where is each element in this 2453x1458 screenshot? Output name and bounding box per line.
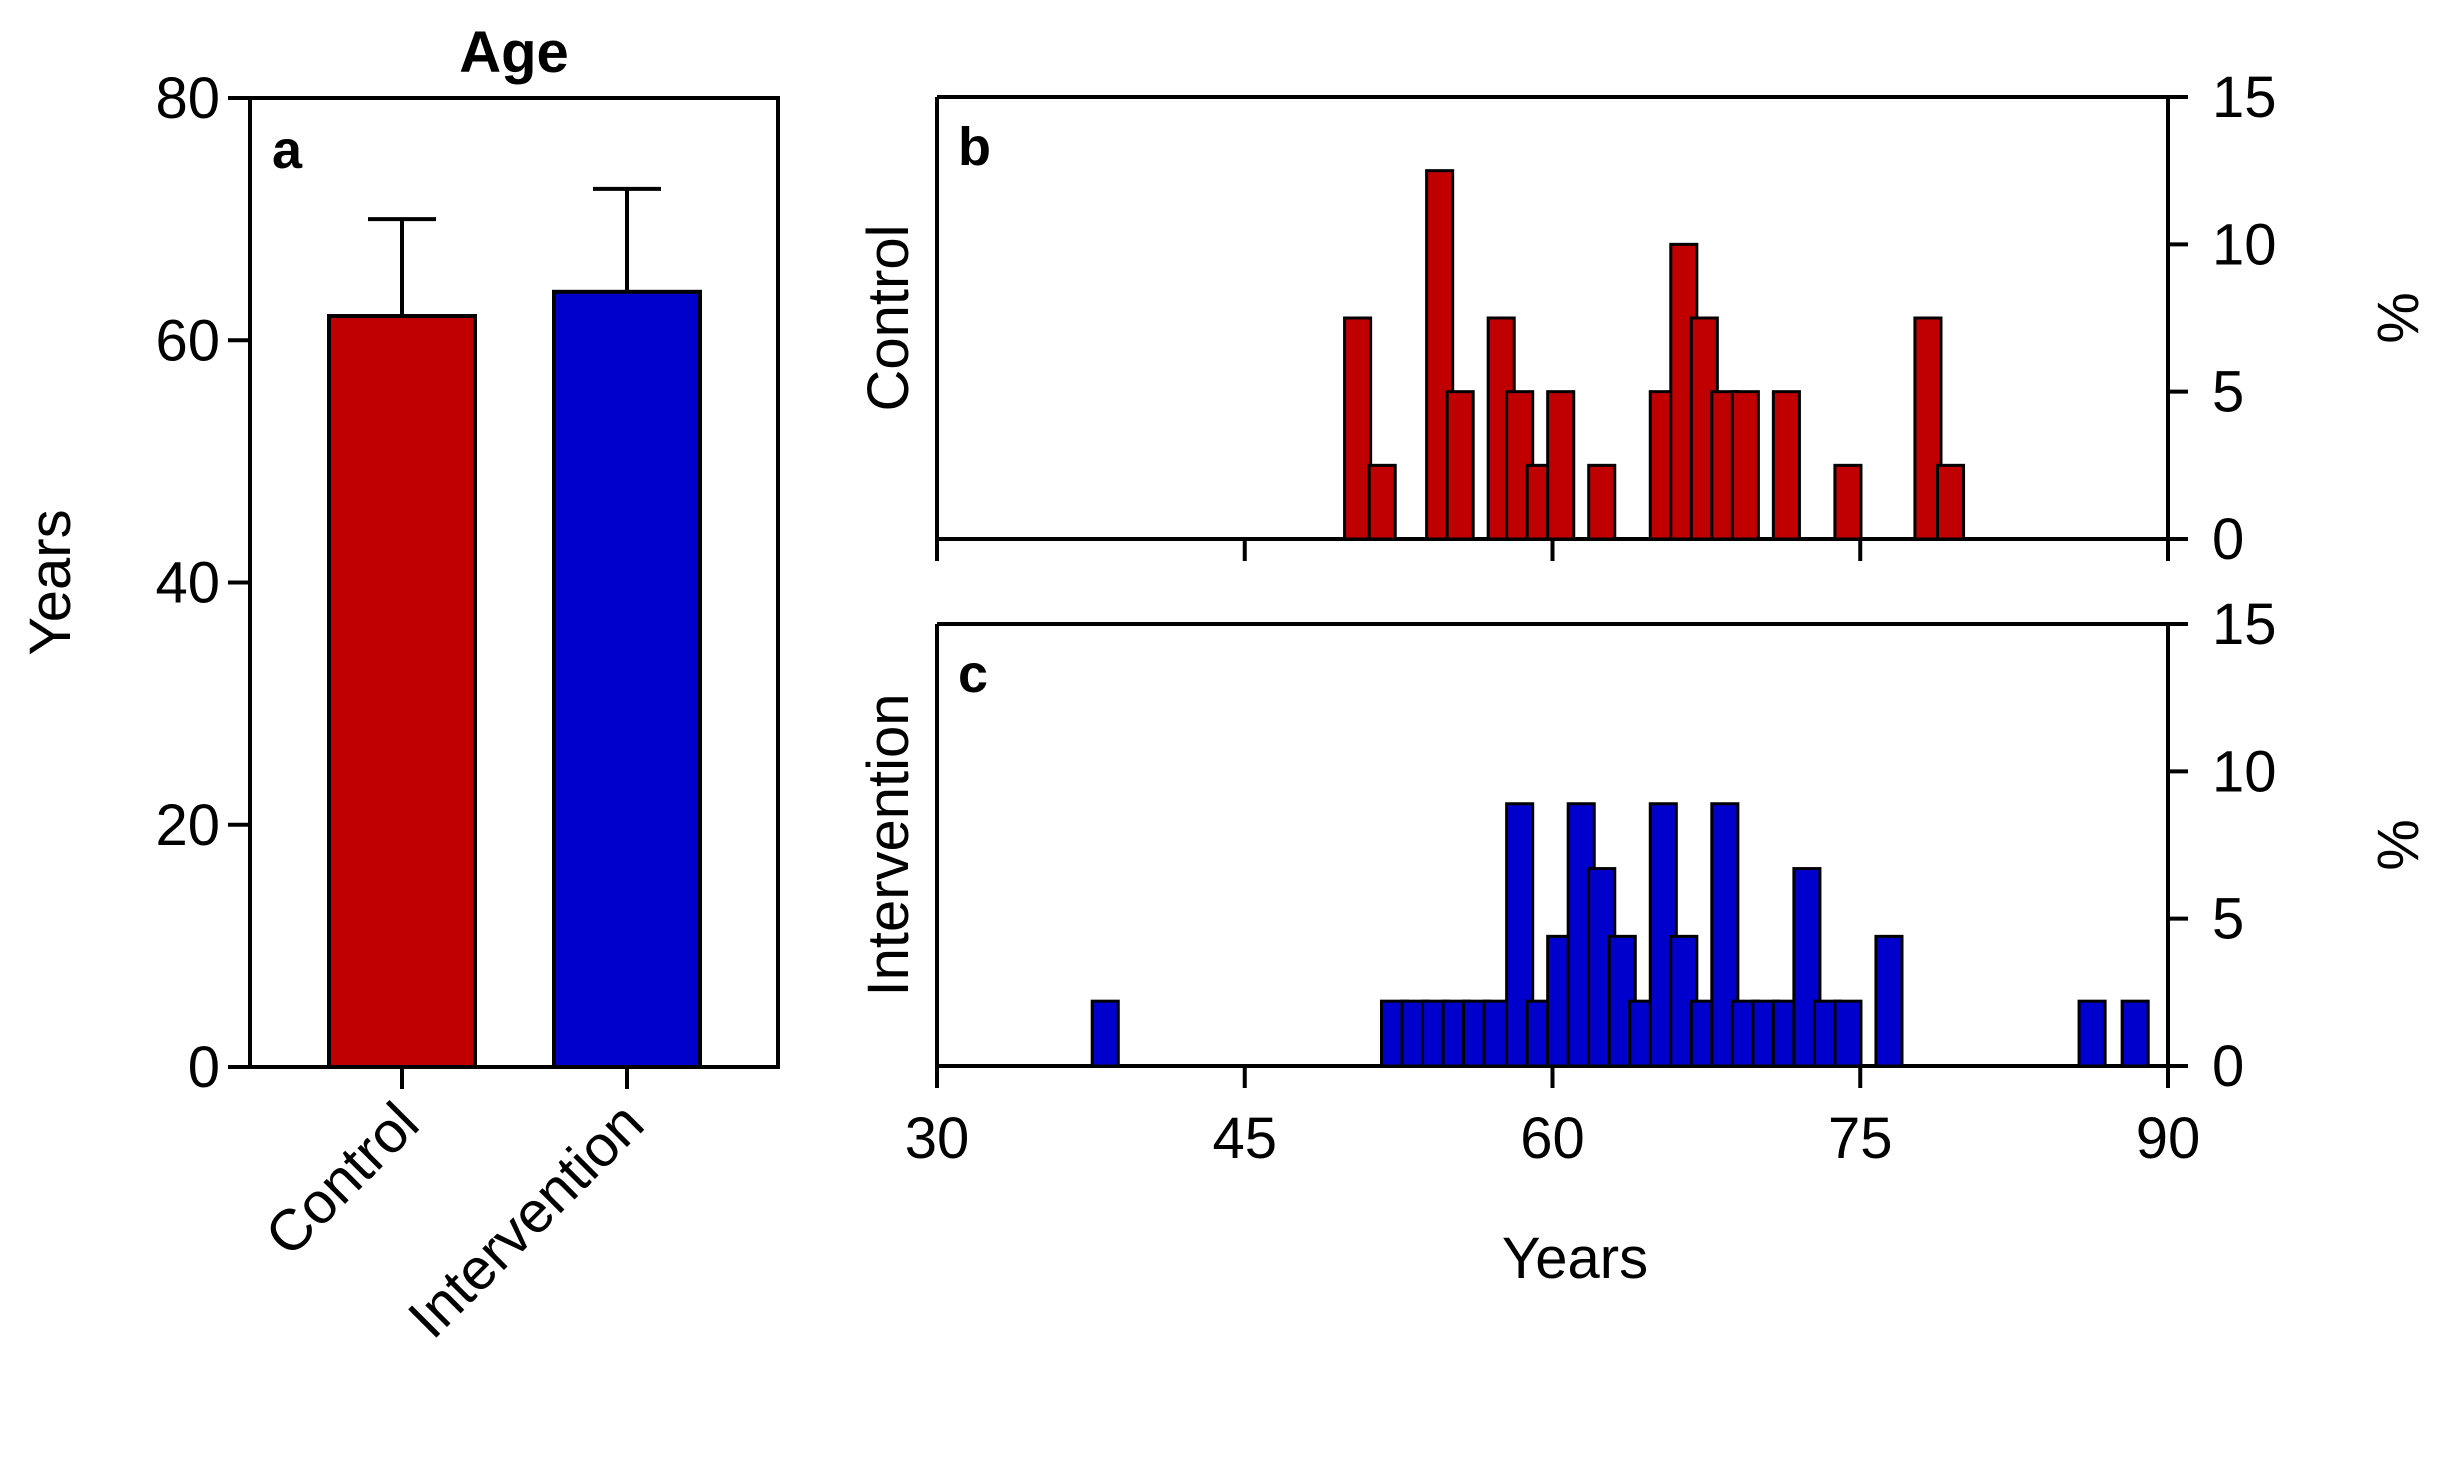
panel-b: 0 5 10 15 b Control% <box>856 65 2431 572</box>
histogram-bar <box>1090 999 1120 1068</box>
x-tick-label: Intervention <box>396 1090 656 1350</box>
y-tick-label: 0 <box>188 1035 220 1100</box>
y-tick-label: 15 <box>2212 65 2277 130</box>
y-tick-label: 0 <box>2212 1034 2244 1099</box>
bar-control <box>327 314 477 1069</box>
histogram-bar <box>1771 390 1801 541</box>
y-tick-label: 5 <box>2212 360 2244 425</box>
histogram-bar <box>1833 463 1863 541</box>
histogram-bar <box>1343 316 1373 541</box>
x-tick-label: 60 <box>1520 1106 1585 1171</box>
y-axis-title: % <box>2366 819 2431 871</box>
panel-label: b <box>958 117 991 177</box>
panel-label: a <box>272 120 303 180</box>
histogram-bar <box>1874 934 1904 1068</box>
histogram-bar <box>1505 802 1535 1068</box>
y-axis-title: % <box>2366 292 2431 344</box>
histogram-bar <box>1935 463 1966 541</box>
histogram-bar <box>1833 999 1863 1068</box>
y-tick-label: 60 <box>155 308 220 373</box>
y-tick-label: 20 <box>155 793 220 858</box>
histogram-bar <box>1445 390 1475 541</box>
x-tick-label: 90 <box>2136 1106 2201 1171</box>
x-axis-title: Years <box>1502 1226 1648 1291</box>
chart-title: Age <box>459 20 569 85</box>
histogram-bar <box>2077 999 2107 1068</box>
histogram-bar <box>1587 463 1617 541</box>
y-tick-label: 10 <box>2212 212 2277 277</box>
bar-intervention <box>552 289 702 1069</box>
y-tick-label: 15 <box>2212 592 2277 657</box>
histogram-bar <box>1546 390 1576 541</box>
histogram-bar <box>1367 463 1397 541</box>
group-label: Control <box>856 225 921 412</box>
y-axis-title: Years <box>18 509 83 655</box>
y-tick-label: 80 <box>155 66 220 131</box>
histogram-bar <box>1730 390 1760 541</box>
y-tick-label: 10 <box>2212 739 2277 804</box>
histogram-bar <box>2120 999 2150 1068</box>
x-tick-label: 30 <box>905 1106 970 1171</box>
y-tick-label: 5 <box>2212 887 2244 952</box>
y-tick-label: 0 <box>2212 507 2244 572</box>
x-tick-label: 75 <box>1828 1106 1893 1171</box>
x-tick-label: Control <box>253 1090 431 1268</box>
panel-c: 0 5 10 15 30 45 60 75 90 c Intervention % Years <box>856 592 2431 1291</box>
group-label: Intervention <box>856 693 921 996</box>
x-tick-label: 45 <box>1212 1106 1277 1171</box>
panel-label: c <box>958 644 988 704</box>
y-tick-label: 40 <box>155 551 220 616</box>
